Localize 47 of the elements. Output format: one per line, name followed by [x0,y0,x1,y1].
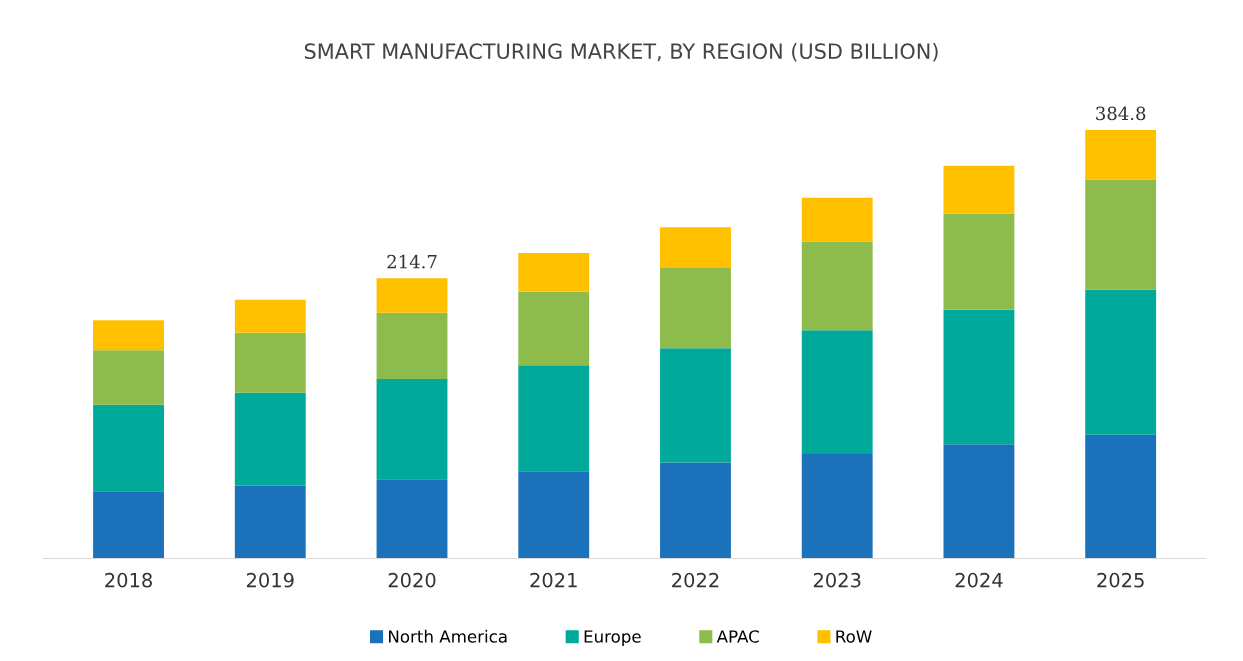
bar [801,197,873,242]
bar [943,444,1015,559]
annotation: 384.8 [1096,106,1146,121]
bar [376,312,448,380]
bar [234,332,306,393]
bar [660,348,731,463]
bar [93,320,164,351]
bar [93,350,164,405]
bar [376,479,448,559]
bar [660,227,731,269]
bar [234,485,306,559]
chart-title: SMART MANUFACTURING MARKET, BY REGION (USD BILLION) [304,42,938,62]
bar [801,454,873,559]
bar [93,404,164,492]
bar [234,299,306,333]
bar [518,471,590,559]
bar [1085,179,1157,290]
bar [660,462,731,559]
bar [943,165,1015,214]
legend-label: North America [389,629,507,643]
x-tick-label: 2018 [105,572,152,588]
bar [660,268,731,349]
bar [518,253,590,292]
bar [93,491,164,559]
legend-label: Europe [584,630,641,646]
bar [801,330,873,455]
x-tick-label: 2020 [388,572,436,588]
x-tick-label: 2019 [246,572,294,588]
bar [518,291,590,366]
bar [943,309,1015,445]
annotation: 214.7 [387,254,437,269]
x-tick-label: 2024 [955,572,1003,588]
x-tick-label: 2023 [813,572,861,588]
bar [943,213,1015,310]
bar [376,379,448,480]
bar [1085,130,1157,180]
x-tick-label: 2021 [530,572,577,588]
legend-label: RoW [836,630,872,643]
x-tick-label: 2025 [1097,572,1144,588]
bar [1085,434,1157,559]
bar [518,365,590,472]
x-tick-label: 2022 [672,572,719,588]
bar [1085,289,1157,435]
bar [234,392,306,486]
legend-label: APAC [716,630,759,643]
bar [801,241,873,331]
bar [376,278,448,313]
